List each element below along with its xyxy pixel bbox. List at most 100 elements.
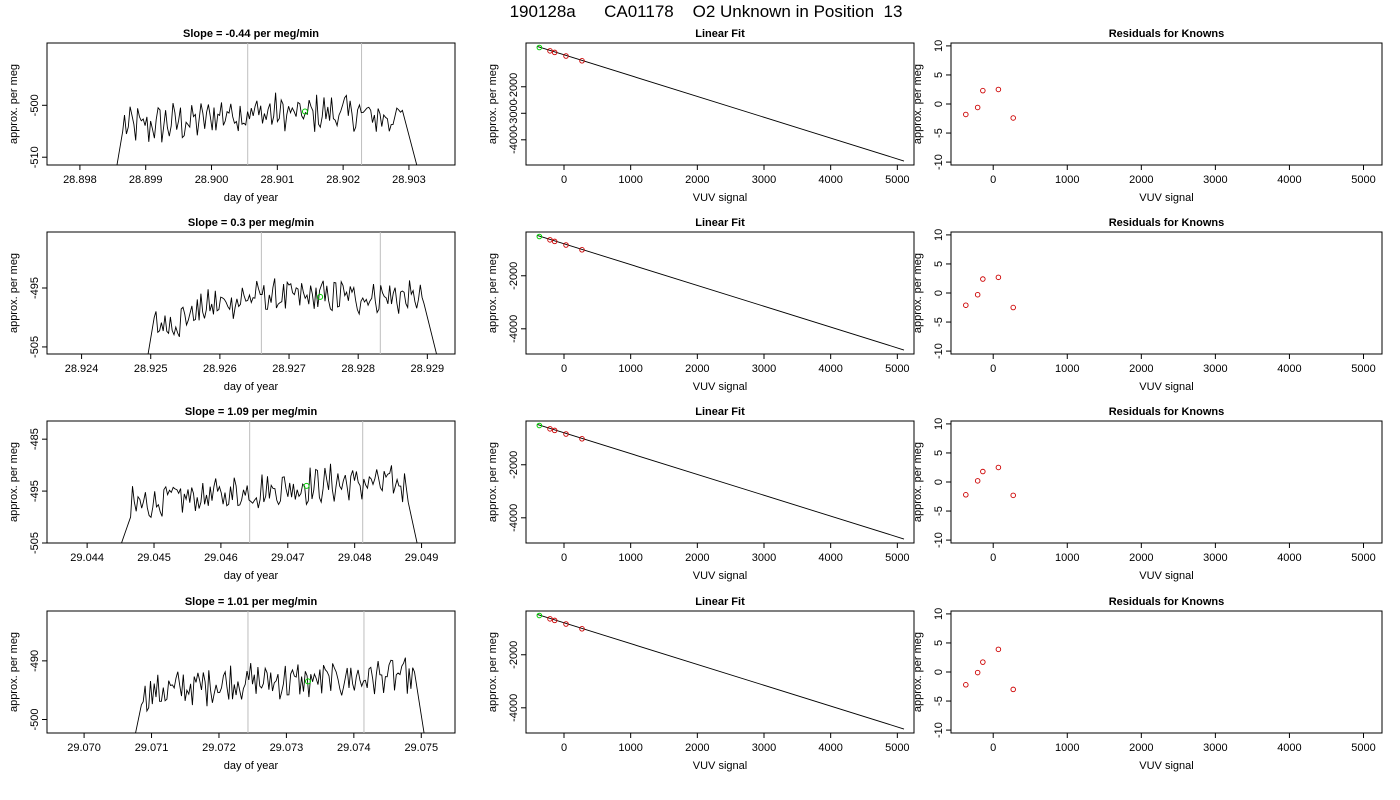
x-axis-label: day of year — [224, 570, 279, 582]
x-tick-label: 1000 — [1055, 742, 1079, 754]
y-tick-label: -4000 — [508, 315, 520, 343]
residual-point — [974, 291, 981, 298]
data-trace-line — [147, 278, 437, 354]
panel-title: Slope = 1.01 per meg/min — [185, 596, 318, 608]
fit-panel: Linear Fit 0 1000 2000 3000 4000 5000 -2000 -400… — [487, 596, 915, 772]
fit-line — [537, 46, 905, 162]
known-point — [563, 242, 569, 248]
residual-point — [974, 669, 981, 676]
y-axis-label: approx. per meg — [912, 632, 924, 712]
y-tick-label: -10 — [933, 154, 945, 170]
y-tick-label: -5 — [933, 506, 945, 516]
y-tick-label: 0 — [933, 669, 945, 675]
x-tick-label: 3000 — [1203, 742, 1227, 754]
x-tick-label: 2000 — [1129, 552, 1153, 564]
x-tick-label: 2000 — [1129, 363, 1153, 375]
x-axis-label: VUV signal — [693, 760, 747, 772]
residual-point — [963, 302, 969, 308]
x-tick-label: 4000 — [818, 174, 842, 186]
fit-panel: Linear Fit 0 1000 2000 3000 4000 5000 -2000-300… — [487, 28, 915, 204]
x-tick-label: 3000 — [752, 552, 776, 564]
panel-title: Linear Fit — [695, 28, 745, 40]
x-axis-label: day of year — [224, 760, 279, 772]
y-tick-label: -2000 — [508, 641, 520, 669]
x-axis-label: VUV signal — [693, 192, 747, 204]
known-point — [551, 49, 558, 56]
residual-point — [980, 276, 986, 282]
x-axis-label: VUV signal — [1139, 760, 1193, 772]
residual-point — [974, 104, 981, 111]
y-axis-label: approx. per meg — [912, 253, 924, 333]
unknown-point — [301, 108, 308, 115]
y-tick-label: -500 — [29, 708, 41, 730]
x-tick-label: 29.071 — [135, 742, 169, 754]
y-tick-label: -500 — [29, 94, 41, 116]
x-tick-label: 0 — [990, 552, 996, 564]
plot-frame — [46, 420, 456, 544]
plot-data — [963, 646, 1016, 693]
known-point — [579, 436, 585, 442]
unknown-point — [303, 482, 310, 489]
unknown-point — [304, 678, 311, 685]
plot-frame — [46, 42, 456, 166]
y-axis-label: approx. per meg — [487, 442, 499, 522]
y-tick-label: 10 — [933, 40, 945, 52]
x-tick-label: 28.924 — [65, 363, 99, 375]
y-axis-label: approx. per meg — [8, 442, 20, 522]
x-tick-label: 4000 — [1277, 363, 1301, 375]
plot-data — [135, 611, 425, 733]
x-tick-label: 0 — [990, 174, 996, 186]
plot-frame — [950, 420, 1383, 544]
x-tick-label: 28.899 — [129, 174, 163, 186]
x-tick-label: 2000 — [1129, 174, 1153, 186]
x-tick-label: 29.072 — [202, 742, 236, 754]
fit-line — [537, 424, 905, 540]
unknown-point — [536, 612, 543, 619]
x-tick-label: 29.046 — [204, 552, 238, 564]
residual-panel: Residuals for Knowns 0 1000 2000 3000 4000 500… — [912, 217, 1383, 393]
panel-title: Slope = -0.44 per meg/min — [183, 28, 319, 40]
x-tick-label: 0 — [561, 552, 567, 564]
y-tick-label: 0 — [933, 101, 945, 107]
known-point — [547, 616, 553, 622]
residual-point — [995, 86, 1002, 93]
trace-panel: Slope = 0.3 per meg/min 28.924 28.925 28.92… — [8, 217, 456, 393]
x-tick-label: 28.926 — [203, 363, 237, 375]
trace-panel: Slope = 1.01 per meg/min 29.070 29.071 29.0… — [8, 596, 456, 772]
y-tick-label: -2000 — [508, 262, 520, 290]
x-tick-label: 2000 — [685, 363, 709, 375]
panel-title: Residuals for Knowns — [1109, 217, 1225, 229]
x-tick-label: 29.074 — [337, 742, 371, 754]
plot-data — [963, 464, 1016, 499]
plot-data — [116, 43, 418, 165]
known-point — [547, 237, 553, 243]
y-axis-label: approx. per meg — [8, 253, 20, 333]
y-axis-label: approx. per meg — [8, 632, 20, 712]
x-tick-label: 4000 — [1277, 742, 1301, 754]
x-tick-label: 3000 — [1203, 174, 1227, 186]
data-trace-line — [116, 92, 418, 165]
x-axis-label: VUV signal — [693, 381, 747, 393]
unknown-point — [536, 233, 543, 240]
residual-point — [974, 478, 981, 484]
x-tick-label: 4000 — [1277, 174, 1301, 186]
y-axis-label: approx. per meg — [487, 632, 499, 712]
residual-point — [980, 87, 986, 94]
known-point — [563, 621, 569, 627]
y-tick-label: 10 — [933, 229, 945, 241]
x-tick-label: 5000 — [1351, 174, 1375, 186]
y-tick-label: 5 — [933, 261, 945, 267]
plot-data — [121, 421, 418, 543]
x-tick-label: 1000 — [618, 742, 642, 754]
residual-panel: Residuals for Knowns 0 1000 2000 3000 4000 500… — [912, 28, 1383, 204]
x-tick-label: 29.045 — [137, 552, 171, 564]
plot-frame — [950, 610, 1383, 734]
panel-title: Linear Fit — [695, 596, 745, 608]
x-tick-label: 1000 — [618, 363, 642, 375]
x-tick-label: 28.925 — [134, 363, 168, 375]
panel-title: Slope = 1.09 per meg/min — [185, 406, 318, 418]
x-tick-label: 28.928 — [341, 363, 375, 375]
panel-title: Residuals for Knowns — [1109, 596, 1225, 608]
y-tick-label: -10 — [933, 343, 945, 359]
x-tick-label: 1000 — [1055, 552, 1079, 564]
